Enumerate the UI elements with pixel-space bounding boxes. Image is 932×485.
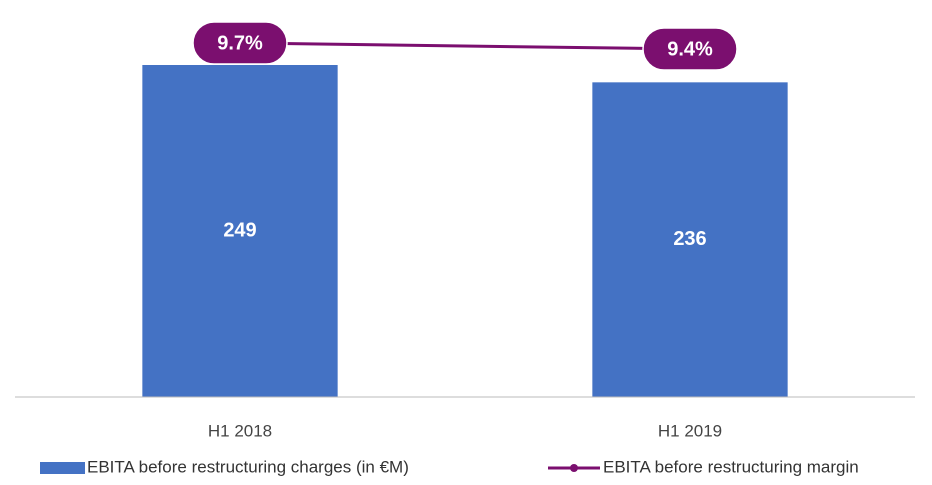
line-label-box — [642, 27, 738, 71]
line-value-label: 9.7% — [217, 32, 263, 54]
legend-marker — [570, 464, 578, 472]
bar-value-label: 236 — [673, 228, 706, 250]
line-label-box — [192, 21, 288, 65]
legend-label: EBITA before restructuring margin — [603, 457, 859, 476]
bar — [592, 82, 788, 397]
bar-value-label: 249 — [223, 219, 256, 241]
line-value-label: 9.4% — [667, 38, 713, 60]
x-tick-label: H1 2018 — [208, 421, 272, 440]
bar — [142, 65, 338, 397]
x-tick-label: H1 2019 — [658, 421, 722, 440]
legend-swatch — [40, 462, 85, 474]
line-series — [239, 41, 691, 51]
legend-label: EBITA before restructuring charges (in €… — [87, 457, 409, 476]
